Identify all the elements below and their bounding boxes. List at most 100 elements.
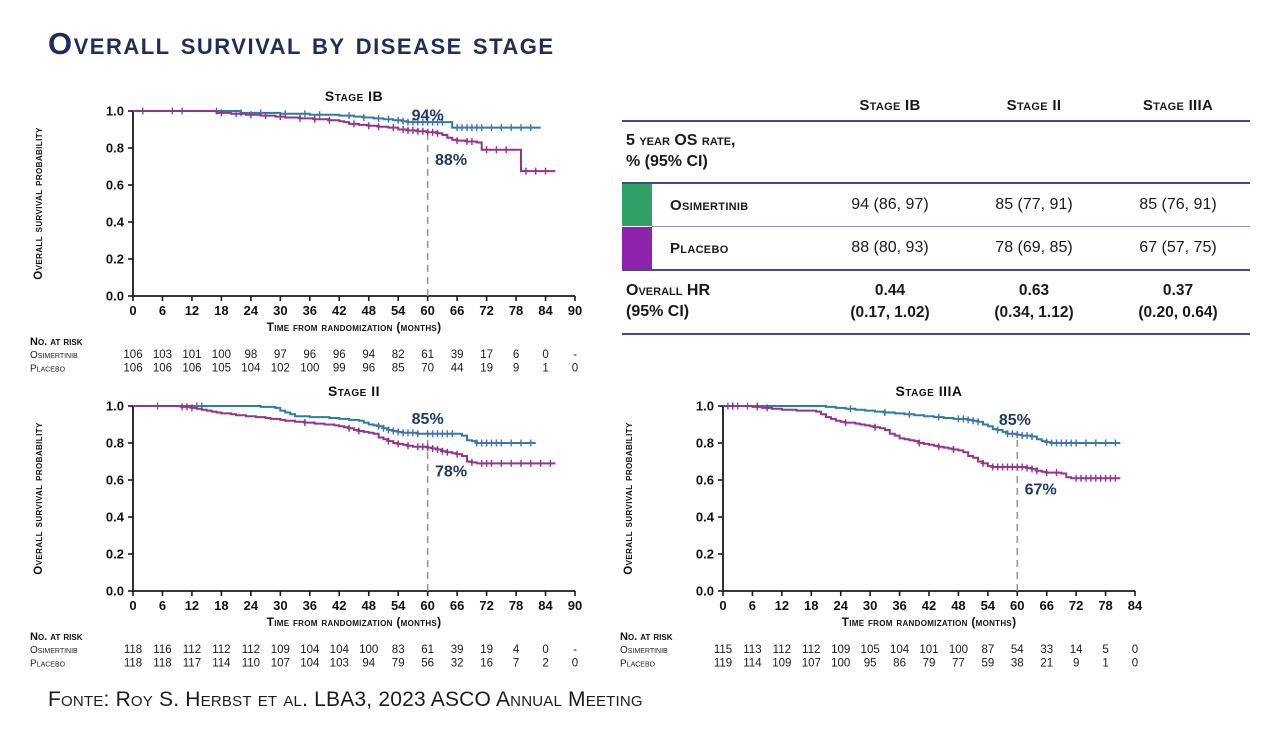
at-risk-value: 83 <box>392 644 405 656</box>
at-risk-value: 118 <box>153 658 171 670</box>
at-risk-value: 16 <box>480 658 493 670</box>
at-risk-value: 56 <box>421 658 434 670</box>
y-tick-label: 0.6 <box>106 178 124 193</box>
at-risk-row-label: Placebo <box>620 659 656 670</box>
os-rate-label-row: 5 year OS rate, % (95% CI) <box>622 122 1250 182</box>
at-risk-value: 106 <box>182 363 201 375</box>
placebo-censor-mark <box>730 402 736 410</box>
at-risk-value: 38 <box>1011 658 1024 670</box>
summary-table-header-row: Stage IB Stage II Stage IIIA <box>622 90 1250 120</box>
x-tick-label: 36 <box>303 598 317 613</box>
km-chart-stage-ii: Stage II Overall survival probability 0.0 0… <box>28 381 603 681</box>
osimertinib-censor-mark <box>965 416 971 424</box>
osimertinib-censor-mark <box>361 114 367 121</box>
at-risk-value: 59 <box>981 658 994 670</box>
osimertinib-censor-mark <box>400 117 406 125</box>
osimertinib-censor-mark <box>508 124 514 132</box>
at-risk-row-label: Osimertinib <box>30 350 78 361</box>
osimertinib-censor-mark <box>385 426 391 434</box>
placebo-censor-mark <box>872 423 878 431</box>
at-risk-value: 97 <box>274 349 287 361</box>
placebo-censor-mark <box>1054 469 1059 477</box>
at-risk-value: 94 <box>362 349 375 361</box>
at-risk-value: 112 <box>802 644 820 656</box>
at-risk-value: 103 <box>330 658 349 670</box>
placebo-row: Placebo 88 (80, 93) 78 (69, 85) 67 (57, … <box>622 227 1250 269</box>
placebo-censor-mark <box>547 459 553 467</box>
at-risk-value: 119 <box>714 658 732 670</box>
y-tick-label: 0.8 <box>106 141 124 156</box>
at-risk-value: 61 <box>421 349 434 361</box>
at-risk-value: 107 <box>271 658 290 670</box>
osimertinib-censor-mark <box>439 430 445 438</box>
osimertinib-censor-mark <box>1063 439 1069 447</box>
at-risk-value: 19 <box>480 363 493 375</box>
y-tick-label: 0.8 <box>696 436 714 451</box>
at-risk-value: 70 <box>421 363 434 375</box>
osimertinib-row-label: Osimertinib <box>670 196 749 214</box>
osimertinib-censor-mark <box>1024 432 1030 440</box>
at-risk-row-label: Placebo <box>30 364 66 375</box>
osimertinib-censor-mark <box>459 124 465 132</box>
page-title: Overall survival by disease stage <box>48 26 555 61</box>
survival-rate-annotation: 94% <box>412 108 444 125</box>
column-header-stage-ii: Stage II <box>1006 96 1062 114</box>
at-risk-value: 96 <box>362 363 375 375</box>
placebo-censor-mark <box>184 403 190 411</box>
km-chart-stage-ib-svg: Stage IB Overall survival probability 0.0 0… <box>30 88 582 375</box>
y-axis-label: Overall survival probability <box>33 127 45 280</box>
osimertinib-row: Osimertinib 94 (86, 97) 85 (77, 91) 85 (… <box>622 184 1250 226</box>
osimertinib-censor-mark <box>425 118 431 126</box>
x-tick-label: 54 <box>391 598 406 613</box>
placebo-censor-mark <box>1078 474 1084 482</box>
x-tick-label: 30 <box>273 598 287 613</box>
x-tick-label: 72 <box>479 303 493 318</box>
at-risk-value: 102 <box>271 363 290 375</box>
at-risk-value: 2 <box>542 658 548 670</box>
column-header-stage-iiia: Stage IIIA <box>1142 96 1214 114</box>
x-tick-label: 90 <box>568 303 582 318</box>
at-risk-value: 109 <box>772 658 791 670</box>
osimertinib-censor-mark <box>995 426 1001 434</box>
x-tick-label: 78 <box>509 303 523 318</box>
placebo-censor-mark <box>995 463 1001 471</box>
survival-rate-annotation: 85% <box>412 411 444 428</box>
osimertinib-censor-mark <box>1093 439 1099 447</box>
at-risk-value: 0 <box>1132 644 1138 656</box>
osimertinib-censor-mark <box>376 114 382 122</box>
osimertinib-censor-mark <box>882 409 888 416</box>
osimertinib-censor-mark <box>498 124 504 132</box>
at-risk-value: 100 <box>359 644 378 656</box>
osimertinib-censor-mark <box>474 124 480 132</box>
placebo-censor-mark <box>469 458 475 466</box>
y-tick-label: 1.0 <box>106 399 124 414</box>
placebo-censor-mark <box>469 138 475 145</box>
table-rule <box>622 120 1250 122</box>
placebo-censor-mark <box>1108 474 1113 482</box>
x-tick-label: 36 <box>892 598 906 613</box>
survival-rate-annotation: 67% <box>1025 481 1057 498</box>
x-axis-label: Time from randomization (months) <box>842 615 1017 629</box>
osimertinib-censor-mark <box>906 410 912 418</box>
osimertinib-censor-mark <box>848 405 853 413</box>
placebo-censor-mark <box>302 419 308 427</box>
placebo-censor-mark <box>503 146 509 154</box>
osimertinib-curve <box>723 405 1121 444</box>
at-risk-value: 39 <box>451 644 464 656</box>
at-risk-value: 19 <box>480 644 493 656</box>
x-tick-label: 6 <box>159 598 166 613</box>
at-risk-value: 114 <box>212 658 231 670</box>
at-risk-value: 79 <box>392 658 405 670</box>
hazard-ratio-row: Overall HR (95% CI) 0.44 (0.17, 1.02) 0.6… <box>622 271 1250 333</box>
at-risk-value: 110 <box>242 658 260 670</box>
placebo-censor-mark <box>366 122 372 130</box>
at-risk-value: 85 <box>392 363 405 375</box>
placebo-censor-mark <box>1073 474 1079 482</box>
osimertinib-censor-mark <box>464 124 470 132</box>
placebo-censor-mark <box>415 127 421 135</box>
placebo-censor-mark <box>493 146 499 154</box>
placebo-censor-mark <box>425 128 431 136</box>
x-axis-label: Time from randomization (months) <box>267 615 442 629</box>
placebo-censor-mark <box>1098 474 1104 482</box>
osimertinib-censor-mark <box>493 439 499 447</box>
